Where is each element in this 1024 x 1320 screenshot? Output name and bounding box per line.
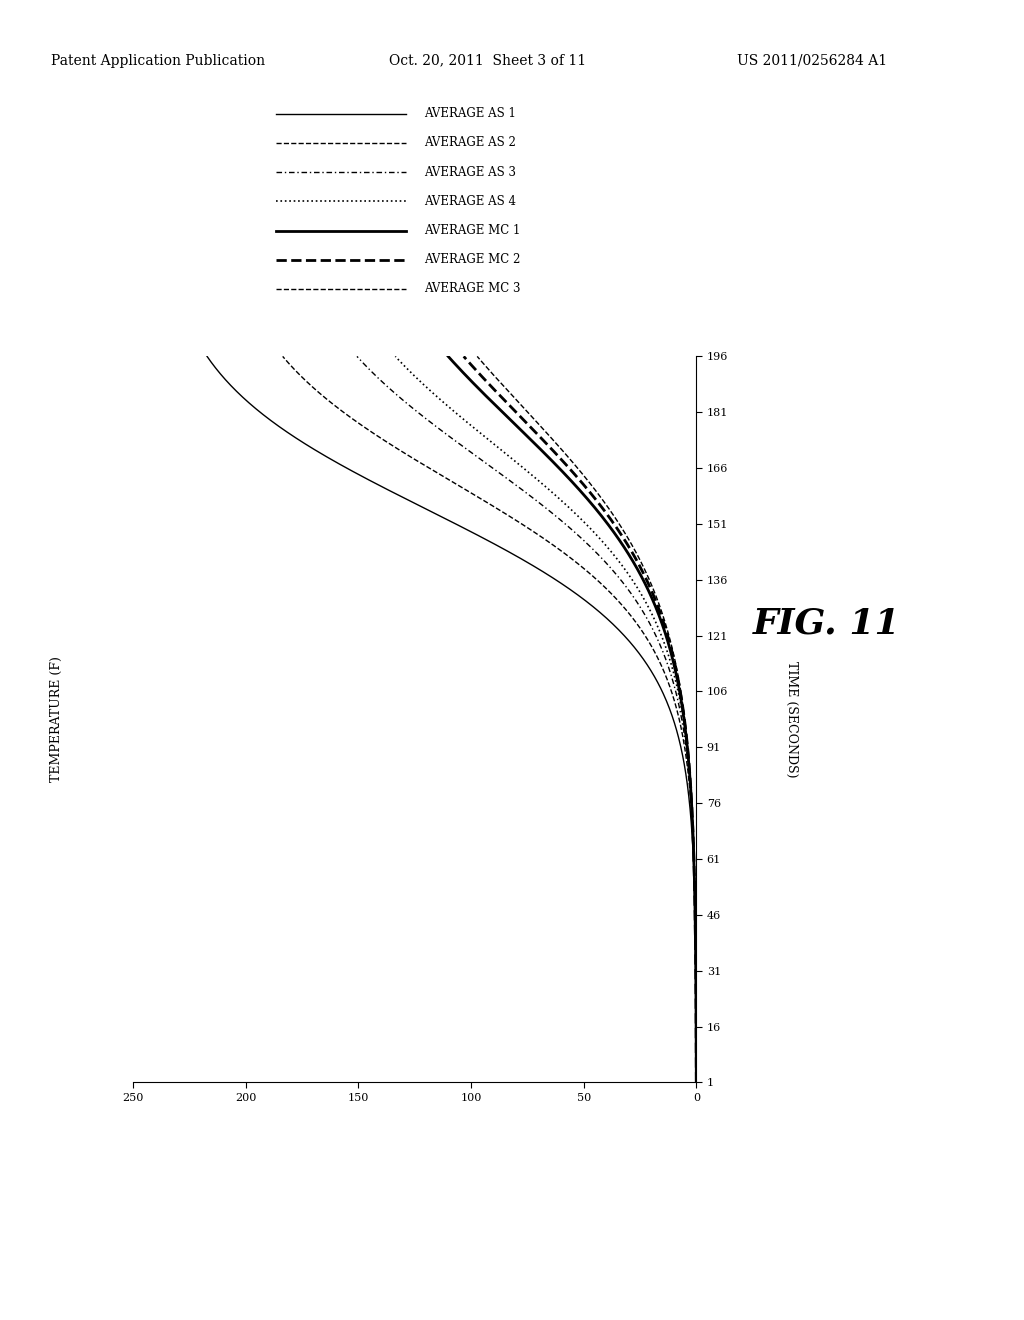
Text: TEMPERATURE (F): TEMPERATURE (F) [50, 656, 62, 783]
Text: Patent Application Publication: Patent Application Publication [51, 54, 265, 67]
Text: AVERAGE AS 2: AVERAGE AS 2 [424, 136, 516, 149]
Text: AVERAGE AS 3: AVERAGE AS 3 [424, 165, 516, 178]
Text: AVERAGE MC 3: AVERAGE MC 3 [424, 282, 520, 296]
Y-axis label: TIME (SECONDS): TIME (SECONDS) [784, 661, 798, 777]
Text: Oct. 20, 2011  Sheet 3 of 11: Oct. 20, 2011 Sheet 3 of 11 [389, 54, 587, 67]
Text: AVERAGE MC 2: AVERAGE MC 2 [424, 253, 520, 267]
Text: AVERAGE MC 1: AVERAGE MC 1 [424, 224, 520, 238]
Text: US 2011/0256284 A1: US 2011/0256284 A1 [737, 54, 888, 67]
Text: FIG. 11: FIG. 11 [753, 607, 900, 640]
Text: AVERAGE AS 4: AVERAGE AS 4 [424, 195, 516, 207]
Text: AVERAGE AS 1: AVERAGE AS 1 [424, 107, 516, 120]
